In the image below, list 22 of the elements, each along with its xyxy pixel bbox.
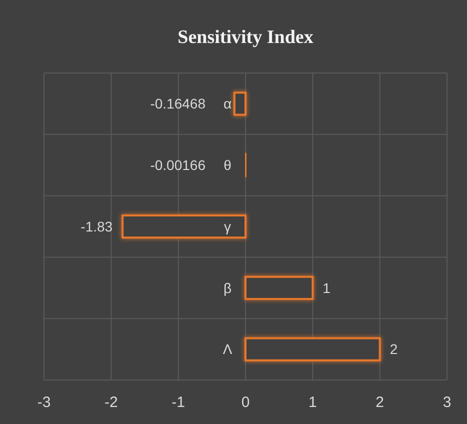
y-tick-label: γ xyxy=(224,218,231,234)
y-tick-label: Λ xyxy=(222,341,233,358)
x-tick-label: 0 xyxy=(241,394,250,411)
x-tick-label: 1 xyxy=(308,394,317,411)
y-tick-label: α xyxy=(223,96,232,112)
y-tick-label: β xyxy=(223,280,232,296)
chart-title: Sensitivity Index xyxy=(178,27,314,48)
x-tick-label: -1 xyxy=(172,394,186,411)
x-tick-label: 3 xyxy=(442,394,452,411)
data-label: -0.00166 xyxy=(150,157,206,173)
bar xyxy=(122,214,246,239)
bar xyxy=(244,276,314,300)
y-tick-label: θ xyxy=(224,157,232,173)
data-label: -0.16468 xyxy=(150,96,206,112)
bar xyxy=(233,92,246,116)
x-tick-label: -2 xyxy=(104,394,118,411)
data-label: -1.83 xyxy=(80,218,113,234)
data-label: 1 xyxy=(322,280,331,296)
data-label: 2 xyxy=(390,341,398,358)
bar xyxy=(244,337,381,362)
x-tick-label: 2 xyxy=(376,394,384,411)
x-tick-label: -3 xyxy=(37,394,51,411)
